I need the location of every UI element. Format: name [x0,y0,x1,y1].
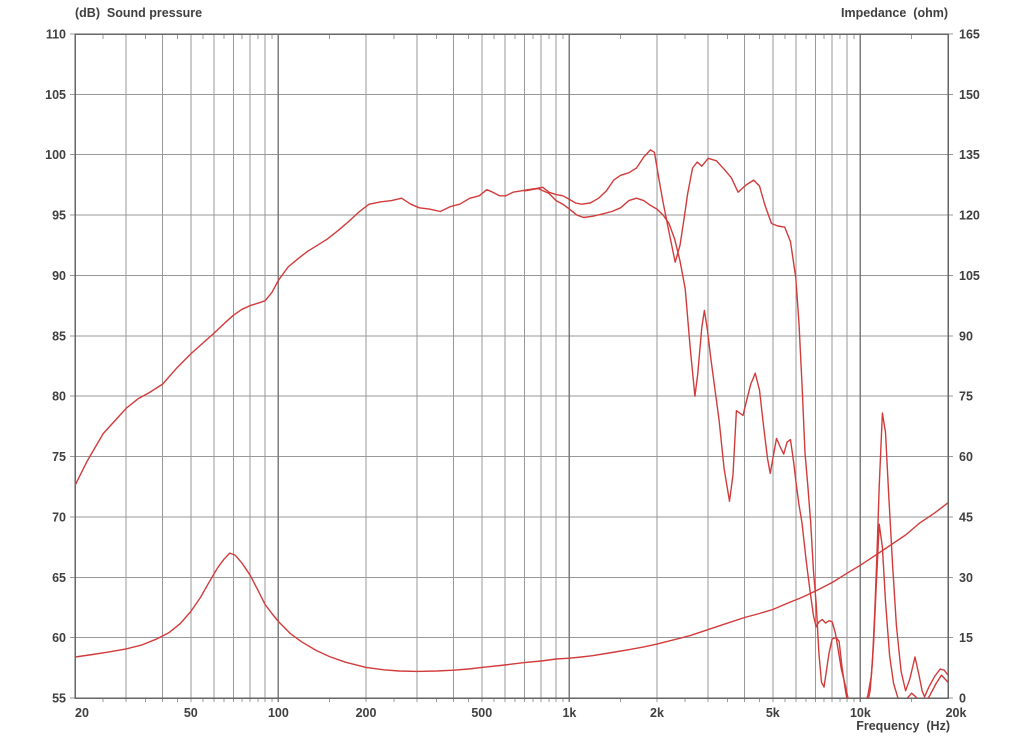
y-right-tick-label: 15 [959,631,973,645]
y-left-tick-label: 60 [52,631,66,645]
x-tick-label: 20k [946,706,967,720]
plot-border [74,33,949,699]
y-right-tick-label: 60 [959,450,973,464]
x-tick-label: 1k [562,706,576,720]
y-left-tick-label: 70 [52,510,66,524]
x-tick-label: 10k [850,706,871,720]
left-axis-title: (dB) Sound pressure [75,6,203,20]
sound-pressure-off-axis-curve [523,187,948,698]
y-right-tick-label: 150 [959,88,980,102]
y-left-tick-label: 55 [52,692,66,706]
sound-pressure-on-axis-curve [75,149,948,698]
impedance-curve [75,502,948,673]
y-left-tick-label: 90 [52,269,66,283]
x-tick-label: 20 [75,706,89,720]
y-right-tick-label: 45 [959,510,973,524]
y-right-tick-label: 165 [959,28,980,42]
y-left-tick-label: 100 [45,148,66,162]
x-tick-label: 500 [471,706,492,720]
x-tick-label: 50 [184,706,198,720]
x-axis-title: Frequency (Hz) [856,719,950,733]
y-left-tick-label: 85 [52,329,66,343]
y-left-tick-label: 110 [46,28,66,42]
y-right-tick-label: 75 [959,390,973,404]
y-right-tick-label: 0 [959,692,966,706]
y-left-tick-label: 75 [52,450,66,464]
y-left-tick-label: 80 [52,390,66,404]
x-tick-label: 200 [356,706,377,720]
x-tick-label: 100 [268,706,289,720]
curves [75,149,948,698]
x-tick-label: 5k [766,706,780,720]
axis-tick-labels: 1101051009590858075706560551651501351201… [45,28,980,721]
y-right-tick-label: 135 [959,148,980,162]
y-right-tick-label: 105 [959,269,980,283]
gridlines [70,33,953,702]
x-tick-label: 2k [650,706,664,720]
y-left-tick-label: 65 [52,571,66,585]
right-axis-title: Impedance (ohm) [841,6,948,20]
y-left-tick-label: 95 [52,209,66,223]
y-right-tick-label: 90 [959,329,973,343]
y-right-tick-label: 30 [959,571,973,585]
y-left-tick-label: 105 [45,88,66,102]
y-right-tick-label: 120 [959,209,980,223]
